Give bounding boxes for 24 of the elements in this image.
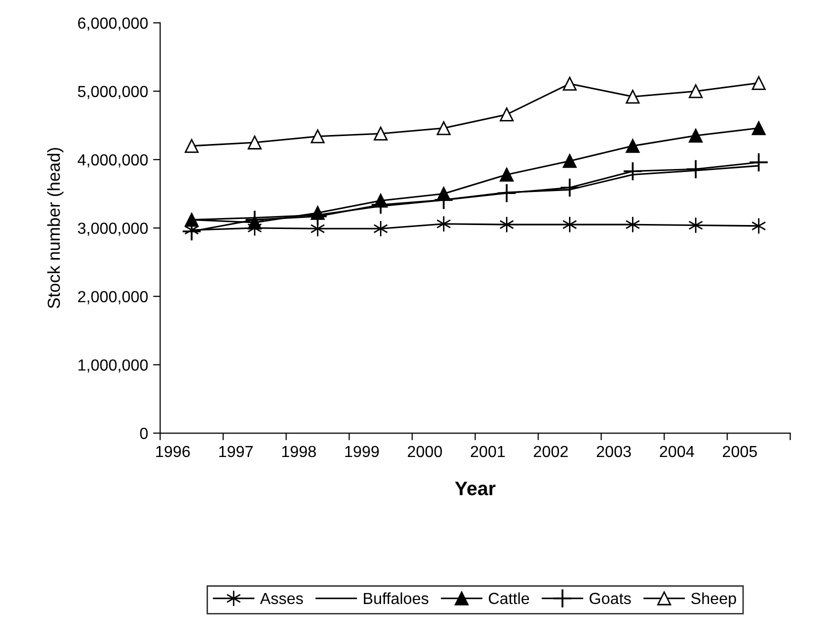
legend-label: Cattle (488, 592, 530, 604)
y-tick-label: 4,000,000 (78, 154, 148, 168)
x-tick-label: 2004 (660, 446, 694, 458)
y-tick-label: 1,000,000 (78, 359, 148, 373)
x-tick-label: 1999 (345, 446, 379, 458)
y-axis-title: Stock number (head) (47, 148, 64, 308)
x-tick-label: 2003 (596, 446, 631, 458)
y-tick-label: 0 (140, 428, 148, 440)
x-tick-label: 2005 (722, 446, 757, 458)
legend-label: Asses (260, 592, 303, 604)
x-tick-label: 1997 (219, 446, 253, 458)
legend-label: Buffaloes (364, 592, 428, 604)
y-tick-label: 3,000,000 (78, 222, 148, 236)
x-tick-label: 1996 (156, 446, 190, 458)
legend-label: Goats (590, 592, 631, 604)
y-tick-label: 6,000,000 (78, 17, 148, 31)
legend-label: Sheep (691, 592, 736, 608)
x-tick-label: 2000 (408, 446, 442, 458)
x-tick-label: 2002 (534, 446, 568, 458)
y-tick-label: 2,000,000 (78, 291, 148, 304)
x-axis-title: Year (454, 482, 496, 496)
x-tick-label: 2001 (470, 446, 505, 458)
y-tick-label: 5,000,000 (78, 86, 148, 100)
x-tick-label: 1998 (282, 446, 316, 458)
